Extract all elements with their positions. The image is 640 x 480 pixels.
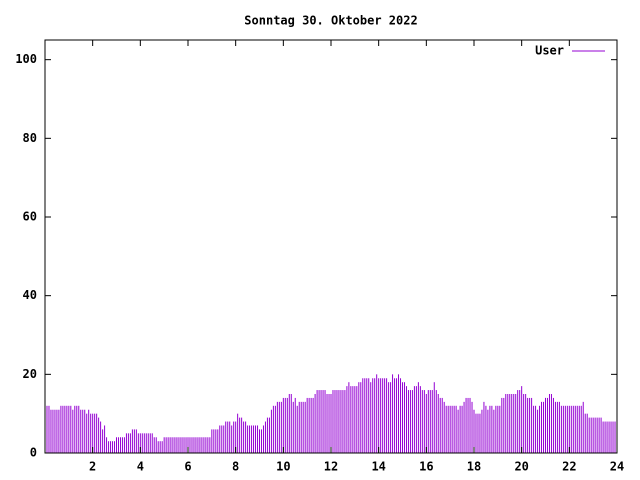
x-tick-label: 22: [562, 460, 576, 474]
x-tick-label: 16: [419, 460, 433, 474]
x-tick-label: 10: [276, 460, 290, 474]
x-tick-label: 12: [324, 460, 338, 474]
y-tick-label: 20: [23, 367, 37, 381]
x-tick-label: 2: [89, 460, 96, 474]
chart-title: Sonntag 30. Oktober 2022: [244, 14, 417, 28]
legend-label: User: [535, 44, 564, 58]
x-tick-label: 6: [184, 460, 191, 474]
y-tick-label: 0: [30, 446, 37, 460]
x-tick-label: 24: [610, 460, 624, 474]
x-tick-label: 8: [232, 460, 239, 474]
y-tick-label: 80: [23, 131, 37, 145]
x-tick-label: 4: [137, 460, 144, 474]
plot-frame: [44, 39, 618, 454]
y-tick-label: 100: [15, 52, 37, 66]
y-tick-label: 40: [23, 288, 37, 302]
x-tick-label: 18: [467, 460, 481, 474]
x-tick-label: 14: [371, 460, 385, 474]
x-tick-label: 20: [514, 460, 528, 474]
y-tick-label: 60: [23, 210, 37, 224]
